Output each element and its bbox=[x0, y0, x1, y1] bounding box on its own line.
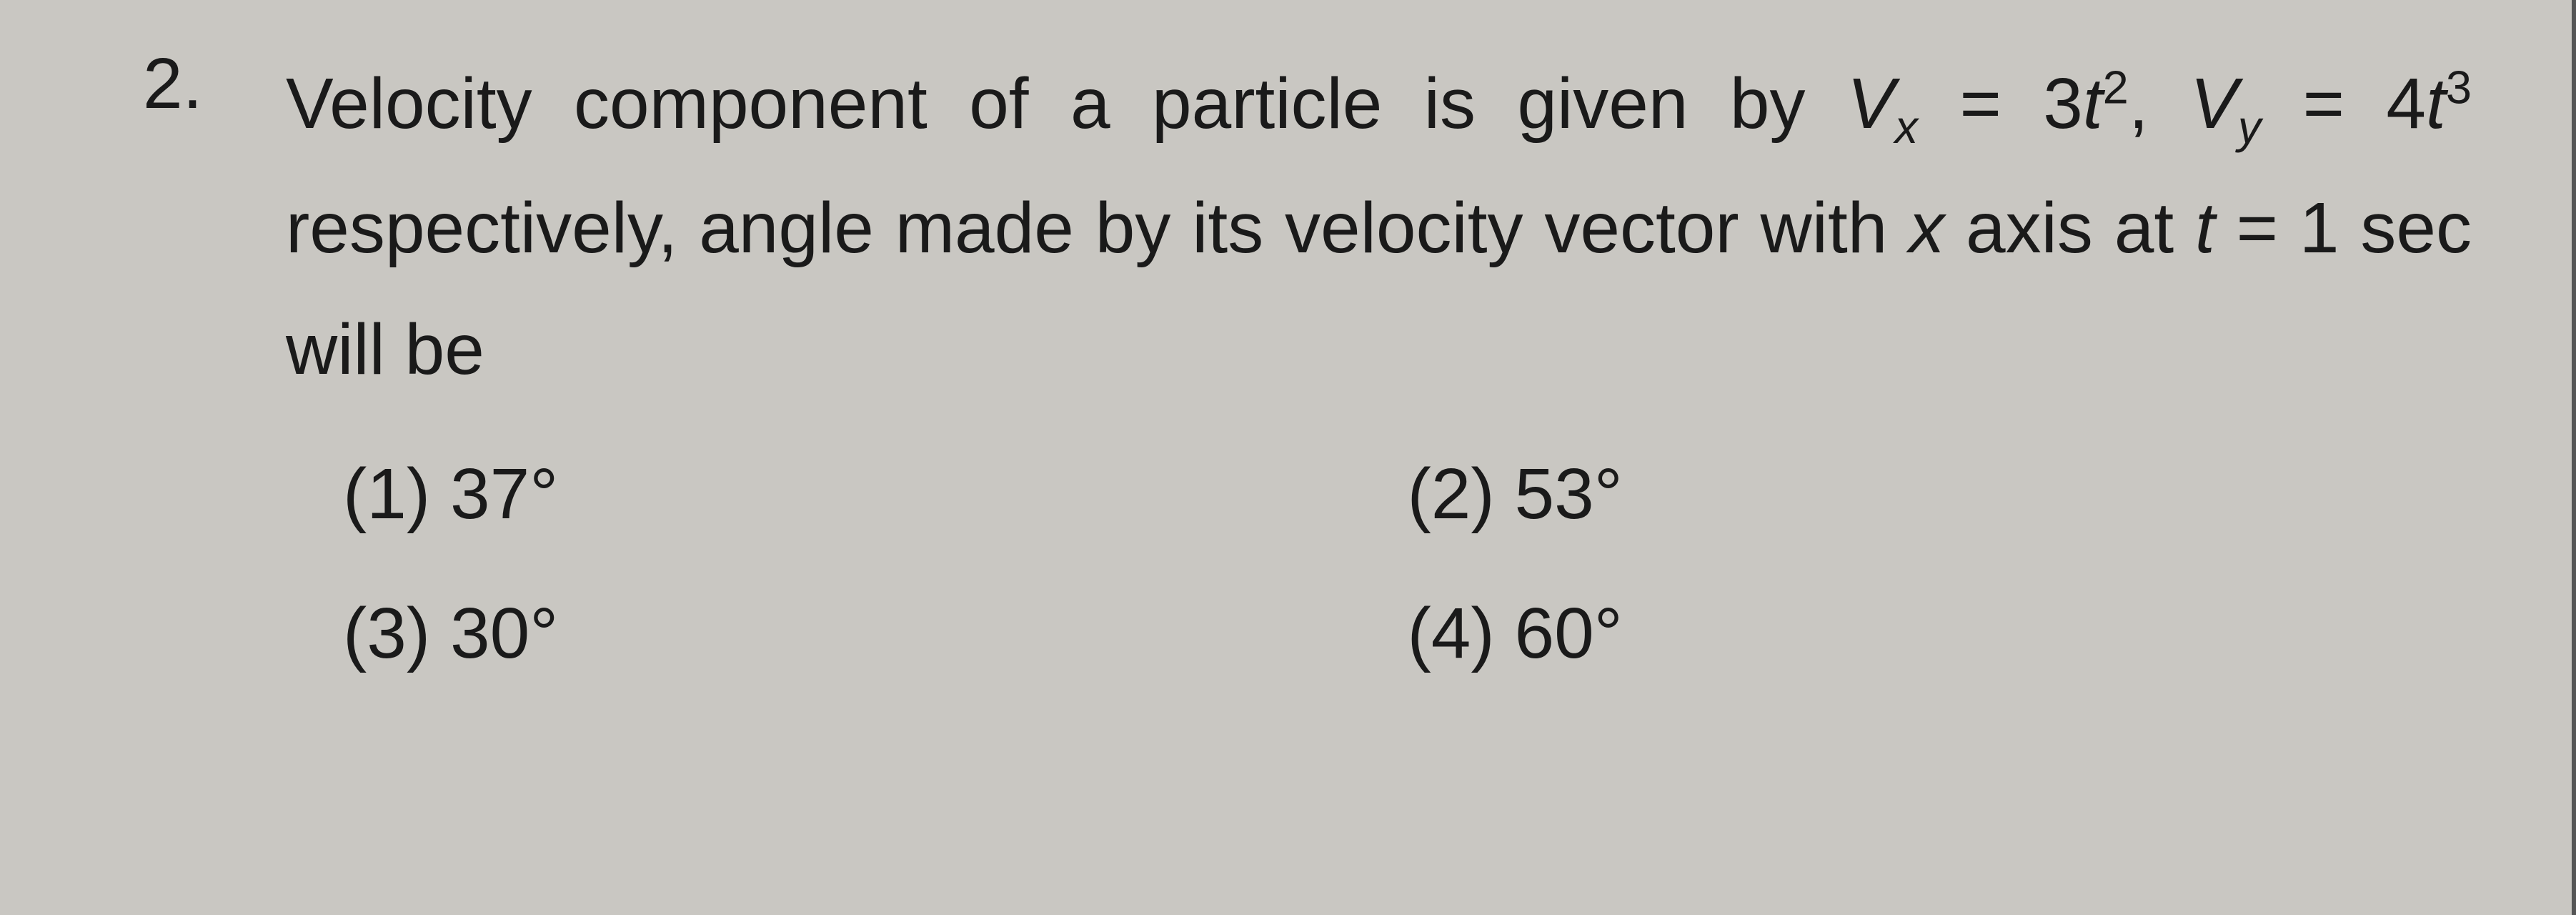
option-3-label: (3) bbox=[343, 593, 430, 673]
option-1[interactable]: (1) 37° bbox=[343, 453, 1408, 535]
option-1-value: 37° bbox=[450, 454, 558, 534]
exam-page: 2. Velocity component of a particle is g… bbox=[0, 0, 2576, 915]
option-4-label: (4) bbox=[1408, 593, 1495, 673]
question-text: Velocity component of a particle is give… bbox=[286, 43, 2472, 410]
option-2-label: (2) bbox=[1408, 454, 1495, 534]
question-row: 2. Velocity component of a particle is g… bbox=[143, 43, 2472, 410]
options-row-2: (3) 30° (4) 60° bbox=[143, 593, 2472, 675]
option-1-label: (1) bbox=[343, 454, 430, 534]
option-2[interactable]: (2) 53° bbox=[1408, 453, 2472, 535]
option-3[interactable]: (3) 30° bbox=[343, 593, 1408, 675]
option-2-value: 53° bbox=[1515, 454, 1623, 534]
option-3-value: 30° bbox=[450, 593, 558, 673]
option-4[interactable]: (4) 60° bbox=[1408, 593, 2472, 675]
options-row-1: (1) 37° (2) 53° bbox=[143, 453, 2472, 535]
question-number: 2. bbox=[143, 43, 286, 125]
option-4-value: 60° bbox=[1515, 593, 1623, 673]
